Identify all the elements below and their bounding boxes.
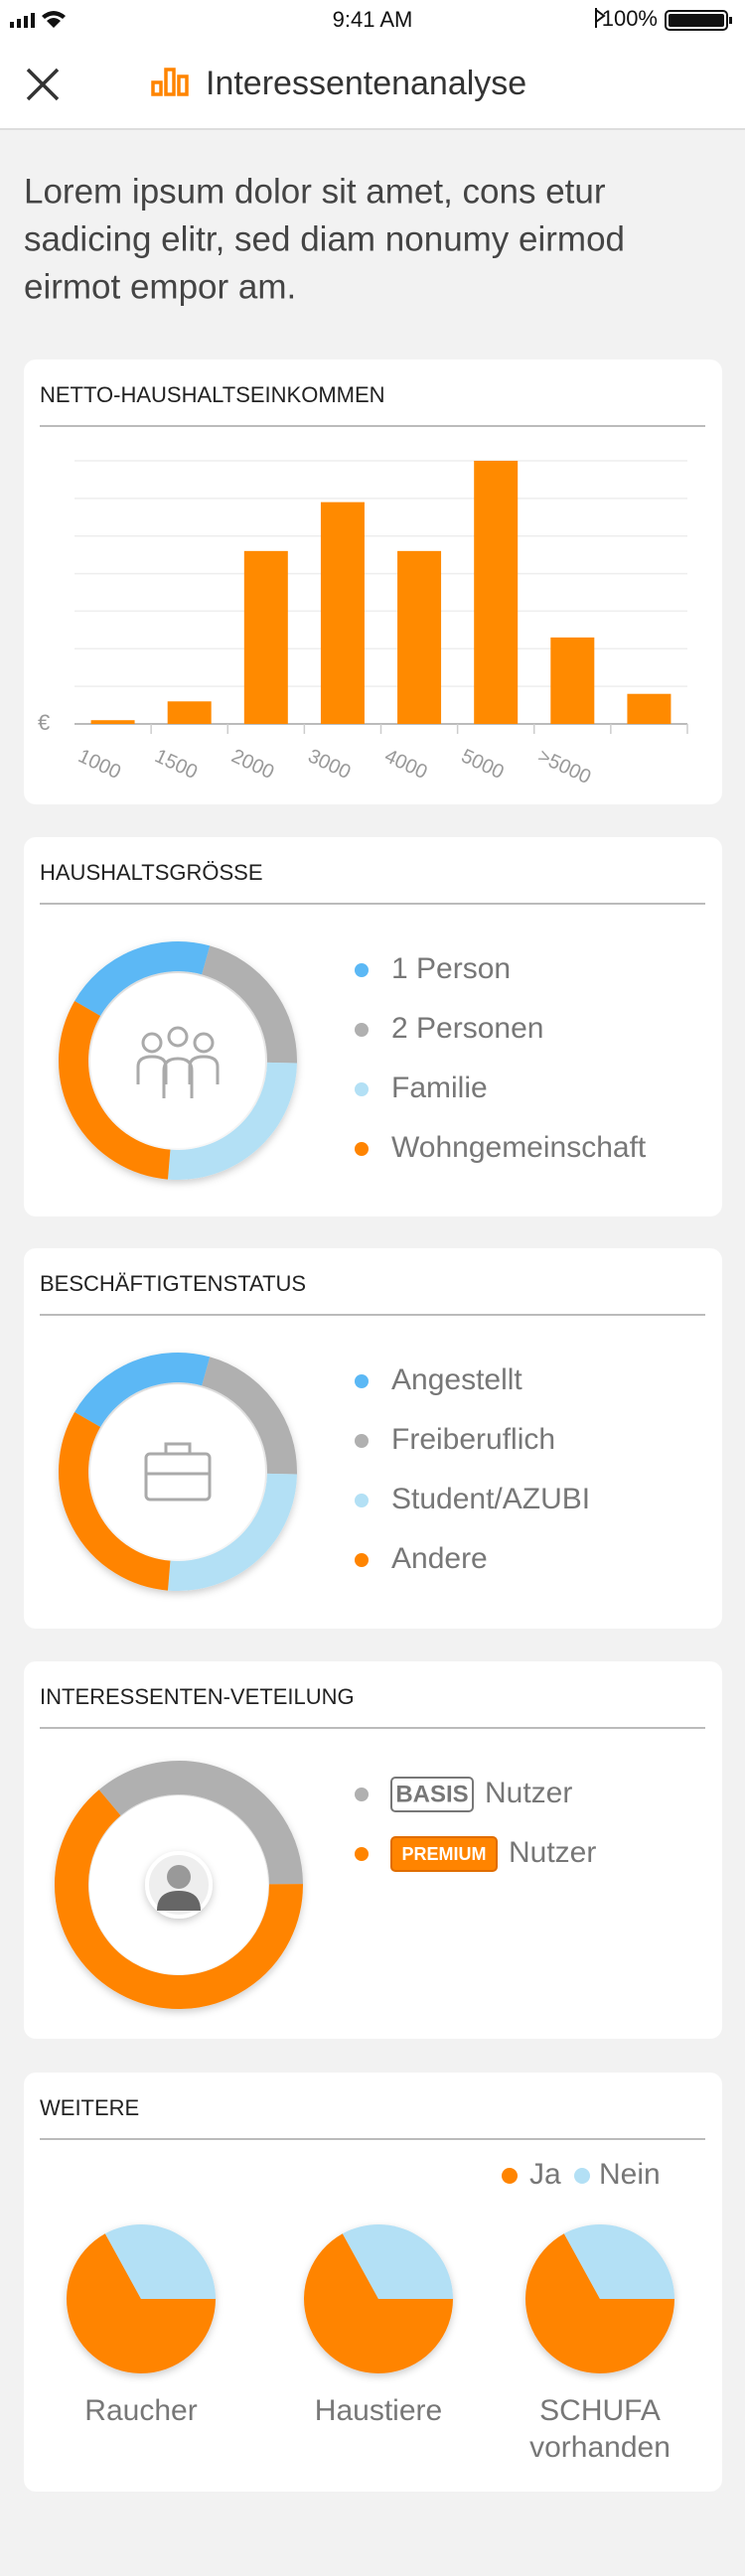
pie-slice <box>342 2224 453 2299</box>
pie-slice <box>525 2233 674 2374</box>
legend-label: Andere <box>391 1542 488 1575</box>
pie-slice <box>304 2233 453 2374</box>
case-handle <box>146 1442 210 1476</box>
pie-slice <box>563 2224 674 2299</box>
legend-swatch <box>574 2168 590 2184</box>
legend-label: Freiberuflich <box>391 1423 555 1456</box>
pie <box>525 2224 674 2374</box>
bar <box>474 461 519 724</box>
pie-label: vorhanden <box>529 2431 670 2464</box>
pie-slice <box>104 2224 216 2299</box>
legend-swatch <box>502 2168 518 2184</box>
legend-swatch <box>355 963 369 977</box>
badge-label: PREMIUM <box>402 1844 487 1864</box>
intro-line: sadicing elitr, sed diam nonumy eirmod <box>24 219 625 258</box>
battery-level: 100% <box>602 6 658 31</box>
people-icon <box>136 1026 220 1098</box>
legend-label: 1 Person <box>391 952 511 985</box>
avatar-body <box>157 1891 201 1911</box>
donut <box>59 941 297 1180</box>
avatar-head <box>167 1865 191 1889</box>
legend-swatch <box>355 1788 369 1801</box>
bar <box>397 550 442 724</box>
top-bar <box>0 0 745 129</box>
donut-center <box>90 1384 265 1559</box>
intro-line: eirmot empor am. <box>24 267 296 306</box>
card-title: WEITERE <box>40 2095 139 2120</box>
legend-swatch <box>355 1494 369 1507</box>
donut-segment <box>55 1789 303 2009</box>
bar <box>243 550 288 724</box>
badge-label: BASIS <box>395 1781 468 1807</box>
donut <box>55 1761 303 2009</box>
legend-swatch <box>355 1023 369 1037</box>
legend-label: 2 Personen <box>391 1012 543 1045</box>
bar <box>550 637 595 724</box>
donut-segment <box>98 1761 303 1885</box>
status-time: 9:41 AM <box>333 7 413 32</box>
donut-segment <box>59 1412 171 1591</box>
pie-slice <box>67 2233 217 2374</box>
legend-swatch <box>355 1082 369 1096</box>
bluetooth-icon <box>595 8 606 28</box>
pie <box>67 2224 217 2374</box>
donut-segment <box>59 1001 171 1180</box>
donut-segment <box>201 945 297 1064</box>
donut-segment <box>74 1353 211 1428</box>
bar <box>90 720 135 724</box>
person-head <box>141 1032 163 1054</box>
donut <box>59 1353 297 1591</box>
donut-center <box>90 973 265 1148</box>
donut-segment <box>201 1357 297 1475</box>
legend-swatch <box>355 1434 369 1448</box>
intro-line: Lorem ipsum dolor sit amet, cons etur <box>24 172 606 211</box>
pie-label: Haustiere <box>315 2394 442 2427</box>
briefcase-icon <box>144 1442 212 1502</box>
person-head <box>167 1026 189 1048</box>
legend-label: Student/AZUBI <box>391 1483 590 1515</box>
legend-label: Nein <box>599 2158 661 2191</box>
legend-label: Ja <box>529 2158 561 2191</box>
donut-segment <box>167 1473 297 1591</box>
y-axis-label: € <box>38 710 50 735</box>
card <box>24 359 722 804</box>
signal <box>10 11 66 28</box>
person-head <box>193 1032 215 1054</box>
card-title: HAUSHALTSGRÖSSE <box>40 860 263 885</box>
pie-label: SCHUFA <box>539 2394 661 2427</box>
legend-swatch <box>355 1553 369 1567</box>
pie-label: Raucher <box>84 2394 197 2427</box>
legend-swatch <box>355 1142 369 1156</box>
legend-label: Wohngemeinschaft <box>391 1131 647 1164</box>
intro: Lorem ipsum dolor sit amet, cons etur sa… <box>24 172 625 306</box>
legend-label: Nutzer <box>509 1836 596 1869</box>
header-title: Interessentenanalyse <box>206 65 526 102</box>
header-icon <box>151 68 189 96</box>
card-title: INTERESSENTEN-VETEILUNG <box>40 1684 355 1709</box>
bar <box>167 701 212 724</box>
case <box>144 1452 212 1502</box>
legend-label: Nutzer <box>485 1777 572 1809</box>
person-body <box>136 1055 220 1098</box>
badge <box>390 1777 474 1812</box>
bar <box>627 693 671 724</box>
bar <box>320 501 365 724</box>
close-button[interactable] <box>26 68 60 101</box>
card-title: NETTO-HAUSHALTSEINKOMMEN <box>40 382 385 407</box>
card-title: BESCHÄFTIGTENSTATUS <box>40 1271 306 1296</box>
pie <box>304 2224 453 2374</box>
donut-segment <box>74 941 211 1017</box>
battery-icon <box>665 10 732 31</box>
legend-swatch <box>355 1374 369 1388</box>
legend-label: Familie <box>391 1072 488 1104</box>
legend-swatch <box>355 1847 369 1861</box>
donut-segment <box>167 1062 297 1180</box>
badge <box>390 1836 498 1872</box>
legend-label: Angestellt <box>391 1363 522 1396</box>
